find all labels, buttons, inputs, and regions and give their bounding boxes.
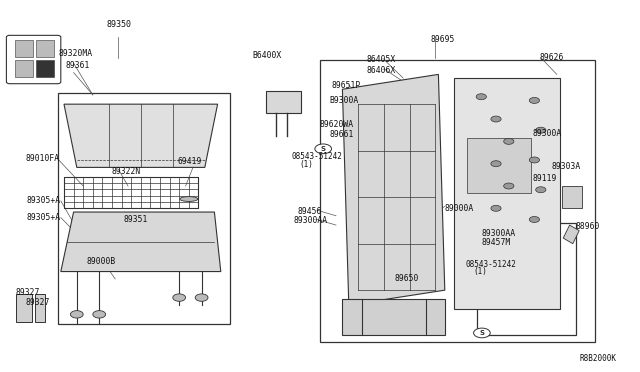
Text: 89361: 89361: [65, 61, 90, 70]
Text: 08543-51242: 08543-51242: [292, 153, 342, 161]
Circle shape: [70, 311, 83, 318]
Circle shape: [491, 161, 501, 167]
Ellipse shape: [180, 196, 198, 201]
Text: 89000B: 89000B: [86, 257, 116, 266]
Bar: [36, 60, 54, 77]
FancyBboxPatch shape: [6, 35, 61, 84]
Text: 89300AA: 89300AA: [482, 229, 516, 238]
Text: 89661: 89661: [330, 130, 354, 139]
Text: 89300AA: 89300AA: [294, 216, 328, 225]
Circle shape: [529, 97, 540, 103]
Circle shape: [474, 328, 490, 338]
Circle shape: [173, 294, 186, 301]
Text: (1): (1): [299, 160, 313, 169]
Text: 89695: 89695: [430, 35, 454, 44]
Text: 89457M: 89457M: [482, 238, 511, 247]
Polygon shape: [342, 74, 445, 305]
Text: 89010FA: 89010FA: [26, 154, 60, 163]
Circle shape: [195, 294, 208, 301]
Bar: [15, 41, 33, 57]
Text: 89119: 89119: [532, 174, 557, 183]
Bar: [15, 60, 33, 77]
Text: S: S: [479, 330, 484, 336]
Bar: [35, 294, 45, 322]
Polygon shape: [61, 212, 221, 272]
Circle shape: [536, 127, 546, 133]
Circle shape: [504, 138, 514, 144]
Text: 89303A: 89303A: [552, 162, 581, 171]
Circle shape: [504, 183, 514, 189]
Bar: [16, 294, 32, 322]
Text: 89305+A: 89305+A: [27, 213, 61, 222]
Circle shape: [529, 217, 540, 222]
Text: 89620WA: 89620WA: [320, 120, 354, 129]
Bar: [64, 177, 198, 208]
Text: 89000A: 89000A: [445, 204, 474, 213]
Text: 89300A: 89300A: [532, 129, 562, 138]
Polygon shape: [454, 78, 560, 309]
Text: R8B2000K: R8B2000K: [579, 355, 616, 363]
Bar: [266, 91, 301, 113]
Text: 89651P: 89651P: [332, 81, 361, 90]
Circle shape: [476, 94, 486, 100]
Polygon shape: [342, 299, 445, 335]
Polygon shape: [563, 225, 579, 244]
Circle shape: [315, 144, 332, 154]
Text: 89327: 89327: [16, 288, 40, 296]
Circle shape: [491, 116, 501, 122]
Text: 08543-51242: 08543-51242: [466, 260, 516, 269]
Bar: [36, 41, 54, 57]
Text: S: S: [321, 146, 326, 152]
Text: B9300A: B9300A: [330, 96, 359, 105]
Text: (1): (1): [473, 267, 487, 276]
Text: B6400X: B6400X: [252, 51, 282, 60]
Circle shape: [93, 311, 106, 318]
Text: 89320MA: 89320MA: [59, 49, 93, 58]
Text: 86405X: 86405X: [367, 55, 396, 64]
Bar: [58, 93, 230, 324]
Text: 89456: 89456: [298, 207, 322, 216]
Polygon shape: [562, 186, 582, 208]
Text: 89650: 89650: [395, 274, 419, 283]
Polygon shape: [64, 104, 218, 167]
Bar: [467, 138, 531, 193]
Circle shape: [529, 157, 540, 163]
Text: 69419: 69419: [178, 157, 202, 166]
Text: 89626: 89626: [540, 53, 564, 62]
Circle shape: [536, 187, 546, 193]
Text: 89305+A: 89305+A: [27, 196, 61, 205]
Text: 89350: 89350: [107, 20, 132, 29]
Text: 89322N: 89322N: [112, 167, 141, 176]
Text: 88960: 88960: [576, 222, 600, 231]
Circle shape: [491, 205, 501, 211]
Bar: [320, 60, 595, 342]
Bar: [477, 223, 576, 335]
Text: 86406X: 86406X: [367, 66, 396, 75]
Text: 89351: 89351: [124, 215, 148, 224]
Text: 89327: 89327: [26, 298, 50, 307]
